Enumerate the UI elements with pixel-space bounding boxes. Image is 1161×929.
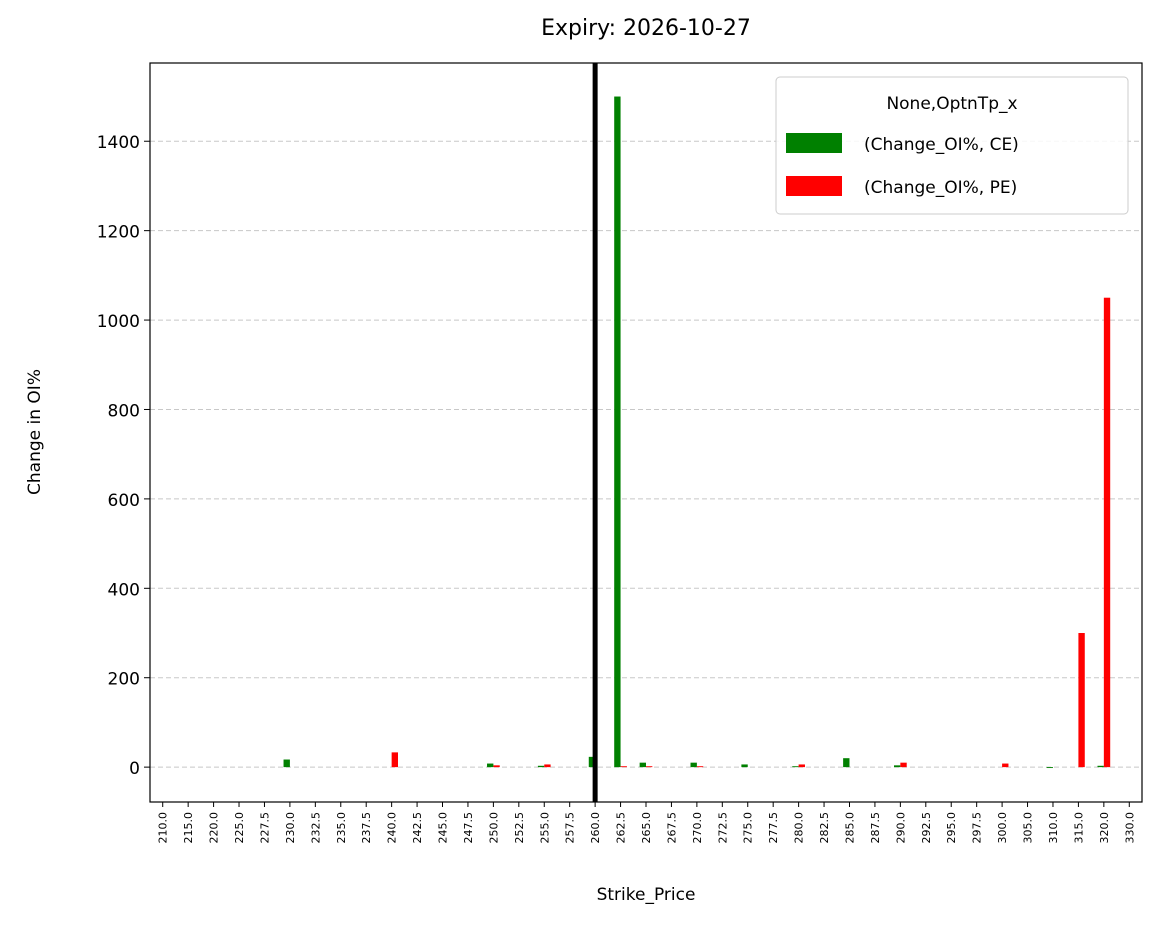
- legend-label: (Change_OI%, CE): [864, 135, 1019, 155]
- bar: [487, 763, 494, 768]
- y-tick-label: 200: [108, 670, 140, 690]
- x-tick-label: 277.5: [767, 812, 780, 844]
- x-tick-label: 310.0: [1047, 812, 1060, 844]
- bar: [1078, 633, 1085, 768]
- x-tick-label: 247.5: [462, 812, 475, 844]
- bar: [741, 764, 748, 768]
- x-tick-label: 252.5: [513, 812, 526, 844]
- legend-swatch: [786, 133, 842, 153]
- x-tick-label: 330.0: [1123, 812, 1136, 844]
- x-tick-label: 225.0: [233, 812, 246, 844]
- y-tick-label: 0: [129, 759, 140, 779]
- bar: [391, 752, 398, 768]
- x-tick-label: 215.0: [182, 812, 195, 844]
- chart-title: Expiry: 2026-10-27: [541, 16, 751, 41]
- x-tick-label: 270.0: [691, 812, 704, 844]
- bar: [537, 765, 545, 768]
- x-tick-label: 292.5: [920, 812, 933, 844]
- x-tick-label: 320.0: [1098, 812, 1111, 844]
- y-tick-label: 400: [108, 580, 140, 600]
- x-tick-label: 257.5: [564, 812, 577, 844]
- legend-box: [775, 76, 1129, 215]
- x-tick-label: 262.5: [615, 812, 628, 844]
- bar: [646, 766, 653, 768]
- x-tick-label: 275.0: [742, 812, 755, 844]
- x-tick-label: 230.0: [284, 812, 297, 844]
- x-tick-label: 280.0: [793, 812, 806, 844]
- legend: None,OptnTp_x (Change_OI%, CE) (Change_OI%…: [775, 76, 1129, 215]
- bar: [283, 759, 290, 768]
- y-axis-label: Change in OI%: [25, 369, 45, 495]
- legend-swatch: [786, 176, 842, 196]
- bar: [1097, 765, 1104, 768]
- x-tick-label: 285.0: [843, 812, 856, 844]
- x-tick-label: 237.5: [360, 812, 373, 844]
- y-tick-label: 1400: [97, 133, 140, 153]
- bar: [544, 764, 551, 768]
- x-tick-label: 267.5: [665, 812, 678, 844]
- bar: [690, 762, 697, 768]
- bar: [588, 756, 596, 768]
- bar: [792, 766, 799, 768]
- x-tick-label: 315.0: [1072, 812, 1085, 844]
- x-tick-label: 240.0: [386, 812, 399, 844]
- x-tick-label: 227.5: [258, 812, 271, 844]
- y-tick-label: 800: [108, 401, 140, 421]
- x-tick-label: 220.0: [208, 812, 221, 844]
- x-tick-label: 295.0: [945, 812, 958, 844]
- x-tick-label: 210.0: [157, 812, 170, 844]
- bar: [894, 765, 901, 768]
- x-tick-label: 305.0: [1022, 812, 1035, 844]
- x-tick-label: 232.5: [309, 812, 322, 844]
- legend-title: None,OptnTp_x: [886, 94, 1017, 114]
- x-tick-label: 265.0: [640, 812, 653, 844]
- bar: [1002, 763, 1009, 768]
- bar: [614, 96, 621, 768]
- bar: [1046, 767, 1053, 769]
- x-tick-label: 245.0: [437, 812, 450, 844]
- x-tick-label: 250.0: [487, 812, 500, 844]
- bar: [1103, 297, 1111, 768]
- bar: [639, 762, 646, 768]
- legend-label: (Change_OI%, PE): [864, 178, 1017, 198]
- x-tick-label: 272.5: [716, 812, 729, 844]
- y-tick-label: 1000: [97, 312, 140, 332]
- y-tick-label: 600: [108, 491, 140, 511]
- y-tick-label: 1200: [97, 223, 140, 243]
- plot-frame: [149, 62, 1143, 803]
- x-tick-label: 290.0: [894, 812, 907, 844]
- bar: [798, 764, 805, 768]
- x-tick-label: 282.5: [818, 812, 831, 844]
- bar: [843, 758, 850, 768]
- x-tick-label: 255.0: [538, 812, 551, 844]
- bar: [696, 766, 704, 768]
- x-axis-label: Strike_Price: [597, 885, 696, 905]
- x-tick-label: 242.5: [411, 812, 424, 844]
- bar: [900, 762, 907, 768]
- bar: [620, 766, 627, 768]
- x-tick-label: 287.5: [869, 812, 882, 844]
- x-tick-label: 300.0: [996, 812, 1009, 844]
- x-tick-label: 260.0: [589, 812, 602, 844]
- bar: [493, 765, 500, 768]
- x-tick-label: 235.0: [335, 812, 348, 844]
- x-tick-label: 297.5: [971, 812, 984, 844]
